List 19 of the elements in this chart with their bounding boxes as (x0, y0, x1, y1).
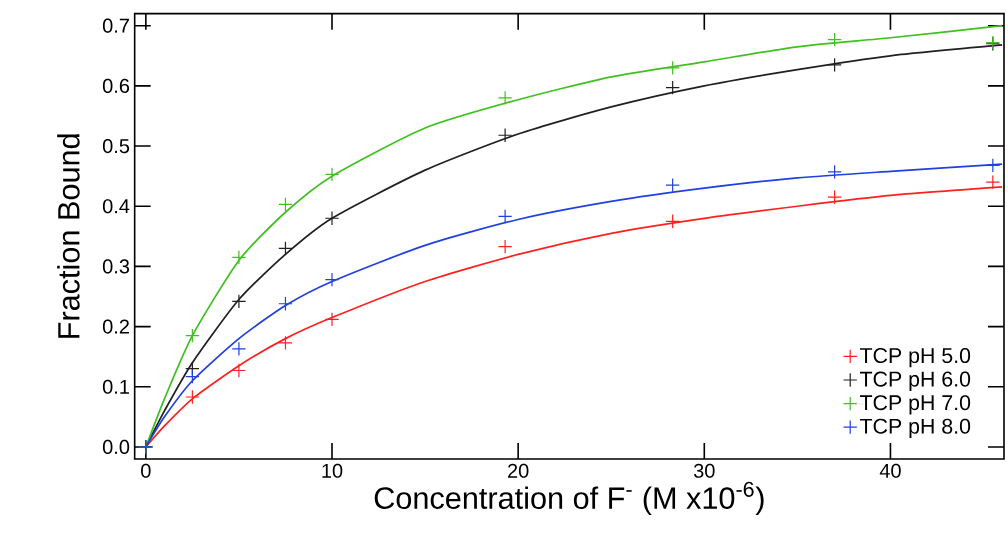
x-tick-label: 10 (322, 463, 343, 478)
y-tick-label: 0.7 (102, 18, 129, 33)
y-tick-label: 0.3 (102, 259, 130, 274)
y-tick-label: 0.0 (102, 439, 130, 455)
legend-label: TCP pH 6.0 (860, 371, 971, 391)
x-tick-label: 30 (693, 463, 715, 478)
y-tick-label: 0.4 (102, 199, 130, 214)
y-axis-title: Fraction Bound (57, 134, 80, 338)
x-tick-label: 40 (879, 463, 901, 478)
x-axis-title: Concentration of F$^{-}$ (M x10$^{-6}$) (374, 481, 764, 516)
x-tick-label: 0 (141, 463, 151, 478)
y-tick-label: 0.5 (102, 138, 130, 154)
y-tick-label: 0.1 (102, 379, 129, 394)
legend-label: TCP pH 5.0 (860, 348, 971, 368)
legend-label: TCP pH 7.0 (860, 395, 971, 415)
y-tick-label: 0.6 (102, 78, 130, 93)
legend-label: TCP pH 8.0 (860, 418, 971, 439)
y-tick-label: 0.2 (102, 319, 129, 334)
x-tick-label: 20 (508, 463, 529, 478)
